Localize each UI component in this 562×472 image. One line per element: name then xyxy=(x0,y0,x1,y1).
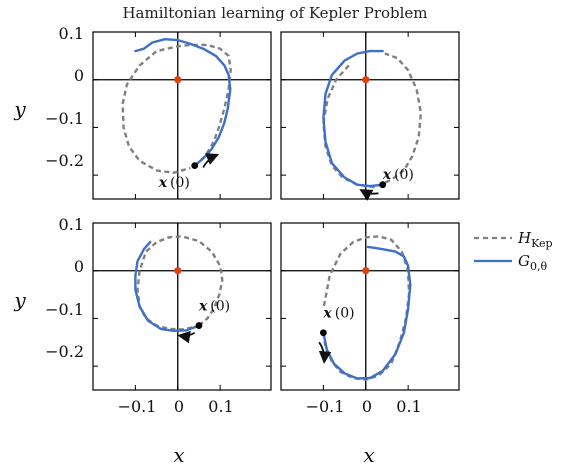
legend-label-h-kep: HKep xyxy=(517,229,553,250)
y-axis-label-bottom: y xyxy=(13,288,26,312)
start-label-symbol: x xyxy=(382,167,392,183)
legend-sub: 0,θ xyxy=(530,260,547,273)
y-tick-label: −0.2 xyxy=(45,342,84,361)
start-label-symbol: x xyxy=(198,298,208,314)
panel-top-left: x (0) xyxy=(92,31,272,200)
start-label: x (0) xyxy=(382,167,414,183)
start-point xyxy=(319,329,327,337)
series-g-theta-line xyxy=(134,38,232,167)
start-label-symbol: x xyxy=(158,175,168,191)
panel-top-right: x (0) xyxy=(280,31,460,201)
y-axis-label-top: y xyxy=(13,97,26,121)
panel-frame xyxy=(280,222,460,391)
y-tick-label: 0.1 xyxy=(59,24,84,43)
series-h-kep-line xyxy=(136,235,224,331)
x-axis-label-right: x xyxy=(363,443,374,467)
y-tick-labels-top: 0.1 0 −0.1 −0.2 xyxy=(45,24,84,170)
x-tick-label: 0 xyxy=(362,397,372,416)
start-label: x (0) xyxy=(322,305,354,321)
series-g-theta-line xyxy=(322,49,384,188)
panel-bottom-right: x (0) xyxy=(280,222,460,391)
y-tick-label: 0 xyxy=(74,66,84,85)
origin-marker xyxy=(362,76,370,84)
start-label-suffix: (0) xyxy=(394,167,414,183)
x-tick-label: 0.1 xyxy=(396,397,421,416)
y-tick-label: −0.2 xyxy=(45,151,84,170)
x-tick-label: −0.1 xyxy=(118,397,157,416)
direction-arrow xyxy=(177,330,196,344)
x-tick-labels-right: −0.1 0 0.1 xyxy=(306,397,422,416)
start-label-suffix: (0) xyxy=(170,175,190,191)
y-tick-labels-bottom: 0.1 0 −0.1 −0.2 xyxy=(45,215,84,361)
panel-bottom-left: x (0) xyxy=(92,222,272,391)
legend-main: G xyxy=(518,252,530,270)
series-h-kep-line xyxy=(121,43,232,174)
origin-marker xyxy=(362,267,370,275)
origin-marker xyxy=(174,267,182,275)
y-tick-label: 0 xyxy=(74,257,84,276)
start-point xyxy=(195,322,203,329)
start-point xyxy=(191,162,199,170)
x-axis-label-left: x xyxy=(173,443,184,467)
start-label-suffix: (0) xyxy=(210,298,230,314)
direction-arrow xyxy=(359,189,379,201)
start-point xyxy=(379,181,387,189)
start-label: x (0) xyxy=(198,298,230,314)
y-tick-label: −0.1 xyxy=(45,300,84,319)
x-tick-label: −0.1 xyxy=(306,397,345,416)
start-label: x (0) xyxy=(158,175,190,191)
chart-title: Hamiltonian learning of Kepler Problem xyxy=(122,4,427,22)
legend: HKep G0,θ xyxy=(474,229,553,273)
panel-frame xyxy=(92,222,272,391)
series-g-theta-line xyxy=(134,240,201,332)
direction-arrow xyxy=(202,153,220,168)
start-label-suffix: (0) xyxy=(335,305,355,321)
x-tick-labels-left: −0.1 0 0.1 xyxy=(118,397,234,416)
x-tick-label: 0.1 xyxy=(208,397,233,416)
direction-arrow xyxy=(318,341,332,364)
y-tick-label: 0.1 xyxy=(59,215,84,234)
series-g-theta-line xyxy=(322,245,412,380)
panel-frame xyxy=(92,31,272,200)
start-label-symbol: x xyxy=(322,305,332,321)
legend-sub: Kep xyxy=(531,237,552,250)
x-tick-label: 0 xyxy=(174,397,184,416)
y-tick-label: −0.1 xyxy=(45,109,84,128)
legend-main: H xyxy=(517,229,532,247)
legend-label-g-theta: G0,θ xyxy=(518,252,547,273)
panel-frame xyxy=(280,31,460,200)
origin-marker xyxy=(174,76,182,84)
